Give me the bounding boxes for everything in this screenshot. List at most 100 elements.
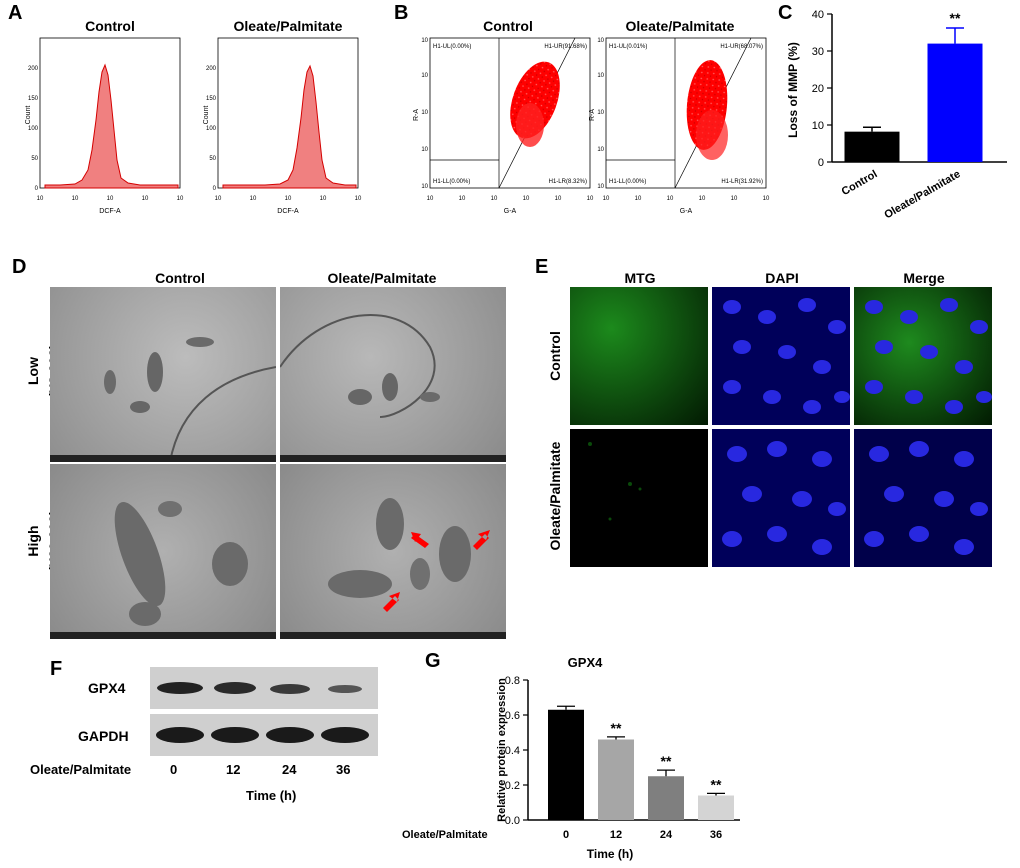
panel-b-title-oleate: Oleate/Palmitate [625,18,735,34]
panel-d-title-oleate: Oleate/Palmitate [327,270,437,286]
chart-c-xtick-label: Oleate/Palmitate [882,168,962,221]
scatter-oleate: H1-UL(0.01%) H1-UR(68.07%) H1-LL(0.00%) … [589,37,770,215]
blot-time-12: 12 [226,762,241,777]
panel-e-row-oleate: Oleate/Palmitate [547,441,563,551]
svg-text:10: 10 [597,110,604,116]
em-oleate-high [280,464,506,639]
scatter-control: H1-UL(0.00%) H1-UR(91.68%) H1-LL(0.00%) … [413,37,594,215]
blot-xlabel: Time (h) [246,788,297,803]
panel-e-title-dapi: DAPI [765,270,799,286]
fluor-control-merge [854,287,992,425]
chart-c: Loss of MMP (%) 0 10 20 30 40 Control Oleate/… [786,9,1007,221]
b2-lr: H1-LR(31.92%) [721,179,763,185]
svg-text:10: 10 [177,196,184,202]
svg-text:10: 10 [320,196,327,202]
svg-text:10: 10 [635,196,642,202]
svg-text:10: 10 [107,196,114,202]
chart-g-ytick-label: 0.6 [505,710,520,722]
svg-text:10: 10 [597,147,604,153]
b2-ll: H1-LL(0.00%) [609,179,646,185]
chart-g-title: GPX4 [568,655,603,670]
chart-g-xtick-label: 12 [610,829,622,841]
chart-g-ylabel: Relative protein expression [496,678,508,822]
panel-e-title-mtg: MTG [624,270,656,286]
chart-c-bar [927,43,983,162]
fluor-oleate-mtg [570,429,708,567]
svg-text:10: 10 [699,196,706,202]
chart-c-ytick-label: 30 [812,46,824,58]
svg-text:10: 10 [555,196,562,202]
svg-text:200: 200 [28,66,39,72]
chart-c-ytick-label: 40 [812,9,824,21]
panel-label-g: G [425,650,441,672]
svg-text:10: 10 [421,110,428,116]
blot-label-gapdh: GAPDH [78,728,129,744]
svg-text:10: 10 [285,196,292,202]
chart-c-significance: ** [950,10,961,26]
panel-b-scatter: H1-UL(0.00%) H1-UR(91.68%) H1-LL(0.00%) … [413,37,770,215]
chart-g-xtick-label: 36 [710,829,722,841]
svg-text:10: 10 [421,38,428,44]
svg-text:10: 10 [421,184,428,190]
fluor-control-dapi [712,287,850,425]
panel-d-row-high: High (X20,000) [25,510,62,571]
chart-g-ytick-label: 0.4 [505,745,520,757]
panel-a-ylabel-2: Count [203,106,210,125]
svg-text:10: 10 [587,196,594,202]
chart-g-significance: ** [611,720,622,736]
svg-text:10: 10 [597,73,604,79]
svg-text:10: 10 [215,196,222,202]
chart-g-xtick-label: 0 [563,829,569,841]
chart-c-ytick-label: 20 [812,83,824,95]
chart-c-xtick-label: Control [840,168,880,198]
svg-text:100: 100 [28,126,39,132]
svg-text:10: 10 [250,196,257,202]
svg-text:50: 50 [31,156,38,162]
blot-time-0: 0 [170,762,178,777]
panel-a-xlabel-1: DCF-A [99,208,121,215]
chart-c-ytick-label: 0 [818,157,824,169]
chart-g-ytick-label: 0.2 [505,780,520,792]
svg-text:10: 10 [667,196,674,202]
panel-b-xlabel-2: G-A [680,208,693,215]
chart-c-ylabel: Loss of MMP (%) [786,42,800,138]
b1-ul: H1-UL(0.00%) [433,44,471,50]
b1-ll: H1-LL(0.00%) [433,179,470,185]
chart-g-bar [548,709,584,820]
svg-text:10: 10 [37,196,44,202]
panel-d-row-low: Low (X8,000) [25,344,62,398]
panel-a-title-oleate: Oleate/Palmitate [233,18,343,34]
panel-a-title-control: Control [85,18,135,34]
svg-text:50: 50 [209,156,216,162]
svg-text:0: 0 [213,186,217,192]
chart-c-ytick-label: 10 [812,120,824,132]
panel-b-title-control: Control [483,18,533,34]
b2-ur: H1-UR(68.07%) [720,44,763,50]
svg-text:10: 10 [421,73,428,79]
blot-time-36: 36 [336,762,351,777]
panel-b-ylabel-2: R-A [589,109,596,121]
panel-b-ylabel-1: R-A [413,109,420,121]
chart-g-significance: ** [711,776,722,792]
svg-text:10: 10 [421,147,428,153]
svg-text:10: 10 [491,196,498,202]
fluor-oleate-dapi [712,429,850,567]
red-arrow-icon [383,592,400,612]
chart-g-bar [648,776,684,820]
blot-treatment-label: Oleate/Palmitate [30,762,132,777]
b1-lr: H1-LR(8.32%) [549,179,587,185]
svg-text:150: 150 [28,96,39,102]
panel-e-title-merge: Merge [903,270,945,286]
panel-a-ylabel-1: Count [25,106,32,125]
chart-g-bar [698,795,734,820]
red-arrow-icon [411,532,429,548]
svg-text:200: 200 [206,66,217,72]
panel-e-row-control: Control [547,331,563,381]
svg-text:10: 10 [597,38,604,44]
svg-text:100: 100 [206,126,217,132]
chart-g-ytick-label: 0.8 [505,675,520,687]
fluor-control-mtg [570,287,708,425]
chart-c-bar [844,131,900,162]
svg-text:0: 0 [35,186,39,192]
svg-text:10: 10 [603,196,610,202]
